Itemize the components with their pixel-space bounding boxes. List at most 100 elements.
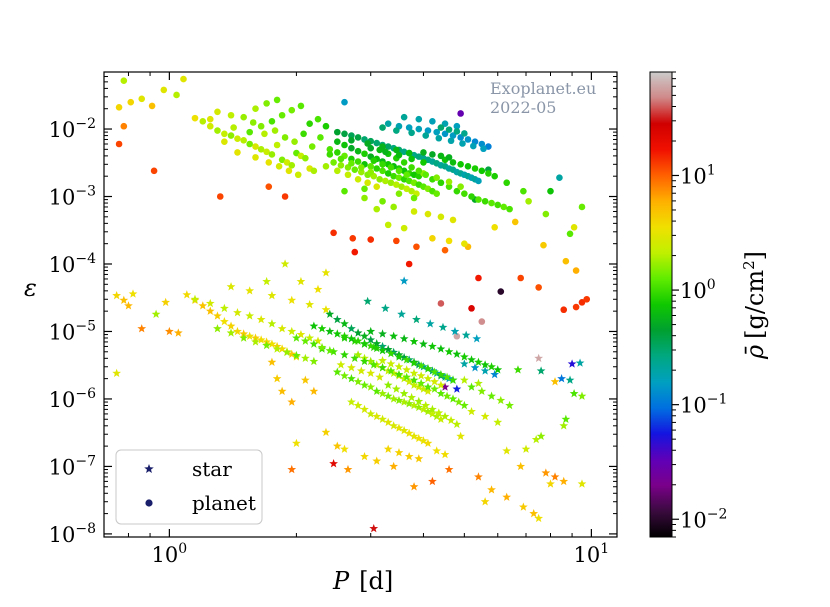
planet-point [376,175,383,183]
star-point [438,322,448,332]
y-tick-label: 10−3 [49,184,96,210]
planet-point [560,306,568,314]
star-point [378,414,387,423]
planet-point [216,193,224,200]
planet-point [420,159,427,166]
planet-point [429,235,436,242]
planet-point [349,235,357,242]
planet-point [199,118,207,125]
colorbar-label-unit: [g/cm [741,270,769,339]
star-point [305,333,315,342]
star-point [467,382,476,391]
planet-point [317,134,324,141]
star-point [428,404,437,414]
planet-point [525,197,532,205]
star-point [409,368,419,378]
planet-point [364,140,371,147]
star-point [378,346,387,355]
star-point [262,276,271,286]
planet-point [265,159,273,166]
star-point [372,339,382,348]
star-point [383,344,393,354]
star-point [378,356,387,365]
planet-point [429,151,436,158]
star-point [452,384,462,393]
planet-point [497,288,505,295]
planet-point [520,187,527,195]
planet-point [471,165,479,172]
planet-point [424,210,432,218]
star-point [372,343,382,353]
planet-point [337,155,345,163]
planet-point [268,151,276,158]
planet-point [344,171,352,179]
star-point [366,409,376,418]
planet-point [410,194,418,202]
star-point [416,378,426,388]
star-point [425,319,435,328]
star-point [409,431,419,440]
planet-point [408,155,415,163]
star-point [569,389,579,398]
planet-point [234,149,241,156]
planet-point [361,150,368,158]
star-point [287,295,297,304]
planet-point [437,179,445,187]
planet-point [400,224,408,232]
star-point [347,397,356,406]
planet-point [115,103,123,111]
planet-point [268,118,276,125]
star-point [452,419,462,429]
star-point [386,366,396,375]
planet-point [469,142,477,150]
y-axis-label: ε [24,274,37,302]
star-point [428,366,437,375]
planet-point [429,118,436,125]
planet-point [384,120,392,127]
star-point [332,367,342,376]
star-point [505,400,514,410]
star-point [372,411,382,421]
planet-point [334,138,341,145]
planet-point [334,149,341,156]
planet-point [138,95,146,103]
star-point [340,331,349,340]
star-point [226,282,236,291]
star-point [394,395,404,405]
planet-point [393,181,400,188]
planet-point [127,98,135,106]
planet-point [517,274,524,282]
planet-point [334,167,341,175]
star-point [353,336,363,345]
planet-point [437,213,445,221]
planet-point [395,167,403,175]
star-point [321,268,331,277]
star-point [414,396,424,406]
planet-point [379,143,386,150]
star-point [404,377,414,386]
planet-point [390,203,397,211]
star-point [256,314,266,324]
planet-point [294,171,302,179]
star-point [394,352,404,361]
x-tick-label: 101 [574,541,610,567]
planet-point [464,163,472,170]
annotation-date: 2022-05 [490,98,556,117]
star-point [277,386,287,395]
planet-point [433,128,441,136]
planet-point [491,172,498,180]
planet-point [433,190,441,198]
planet-point [478,167,486,175]
planet-point [310,167,318,175]
star-point [496,395,506,405]
star-point [296,276,306,286]
planet-point [263,148,270,156]
planet-point [263,100,270,107]
y-axis-ticks: 10−2 10−3 10−4 10−5 10−6 10−7 10−8 [49,71,617,547]
star-point [112,368,122,378]
star-point [394,448,404,457]
colorbar-tick-label: 10−2 [680,506,727,532]
star-point [262,340,271,350]
star-point [414,433,424,443]
planet-point [173,91,180,99]
